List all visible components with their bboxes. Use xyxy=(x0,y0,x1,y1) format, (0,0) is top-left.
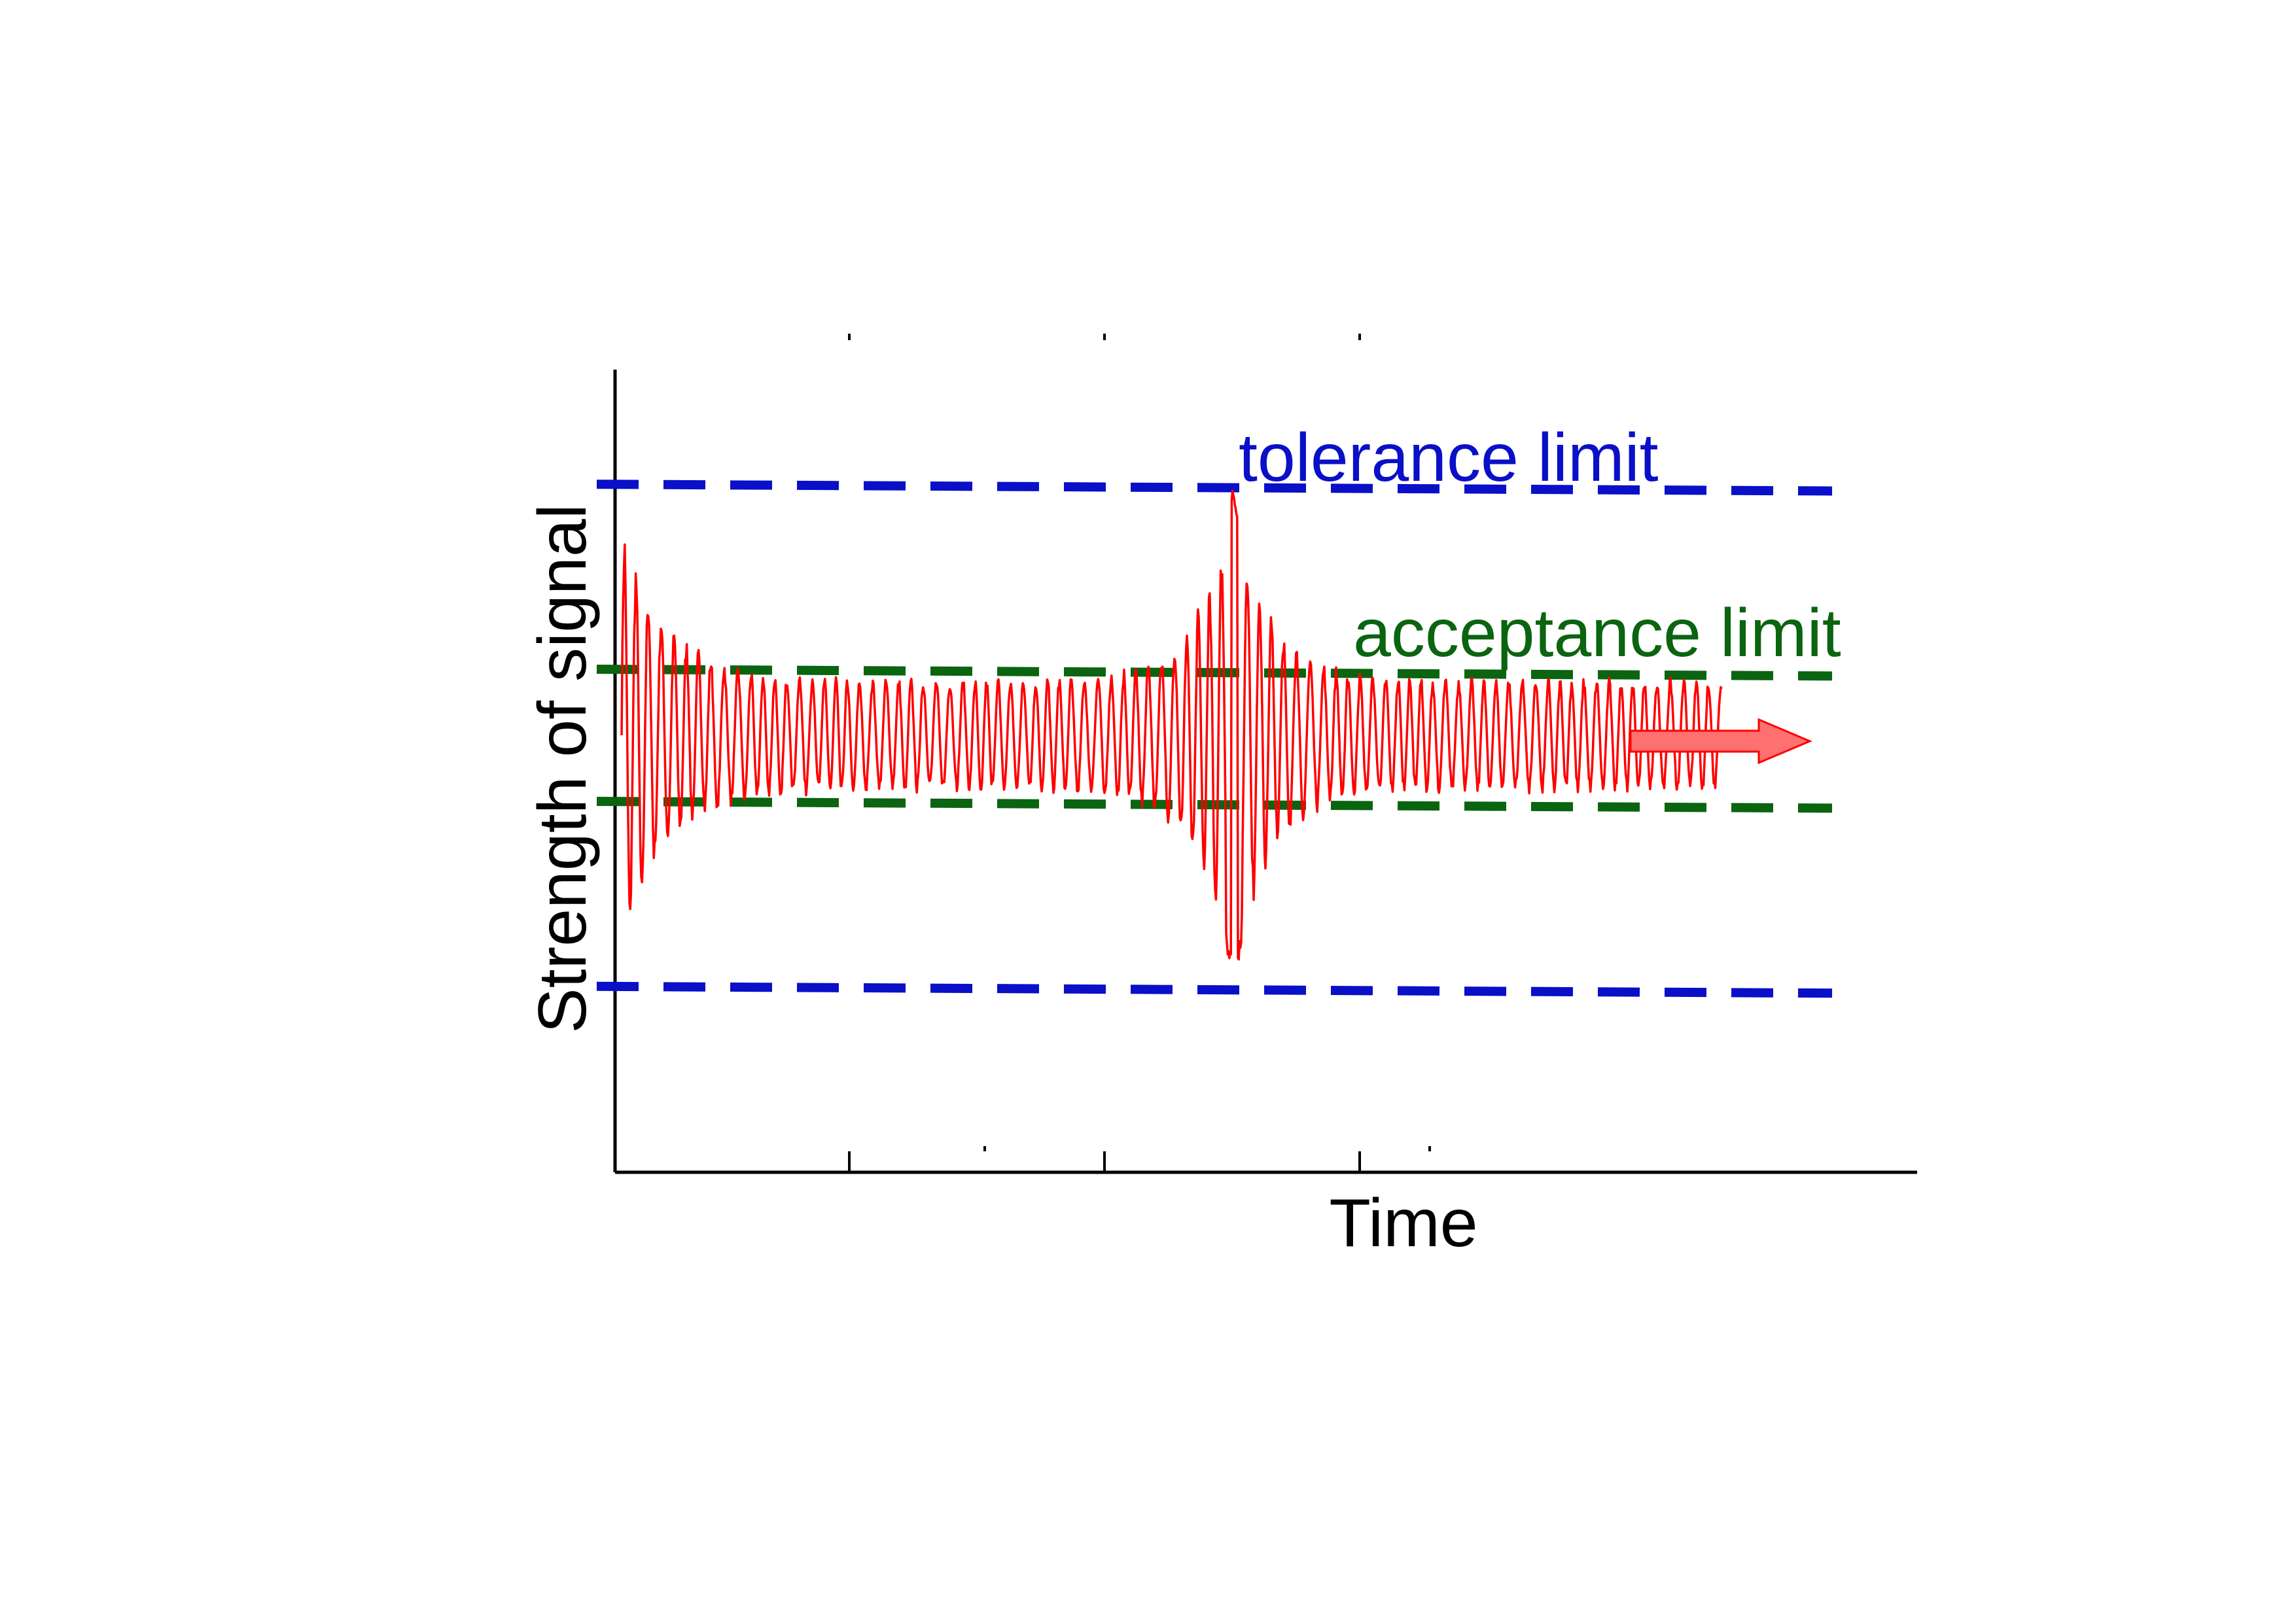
tolerance-limit-upper-line xyxy=(596,480,1833,496)
tolerance-limit-lower-line xyxy=(596,981,1833,998)
acceptance-limit-upper-line xyxy=(596,665,1833,681)
acceptance-limit-label: acceptance limit xyxy=(1353,595,1841,671)
x-axis-title: Time xyxy=(1329,1185,1477,1261)
axes xyxy=(613,334,1917,1174)
arrow-right-icon xyxy=(1629,718,1812,765)
y-axis-title: Strength of signal xyxy=(525,504,601,1033)
tolerance-limit-label: tolerance limit xyxy=(1239,420,1659,496)
continue-arrow xyxy=(1629,718,1812,765)
signal-series-line xyxy=(620,489,1723,961)
